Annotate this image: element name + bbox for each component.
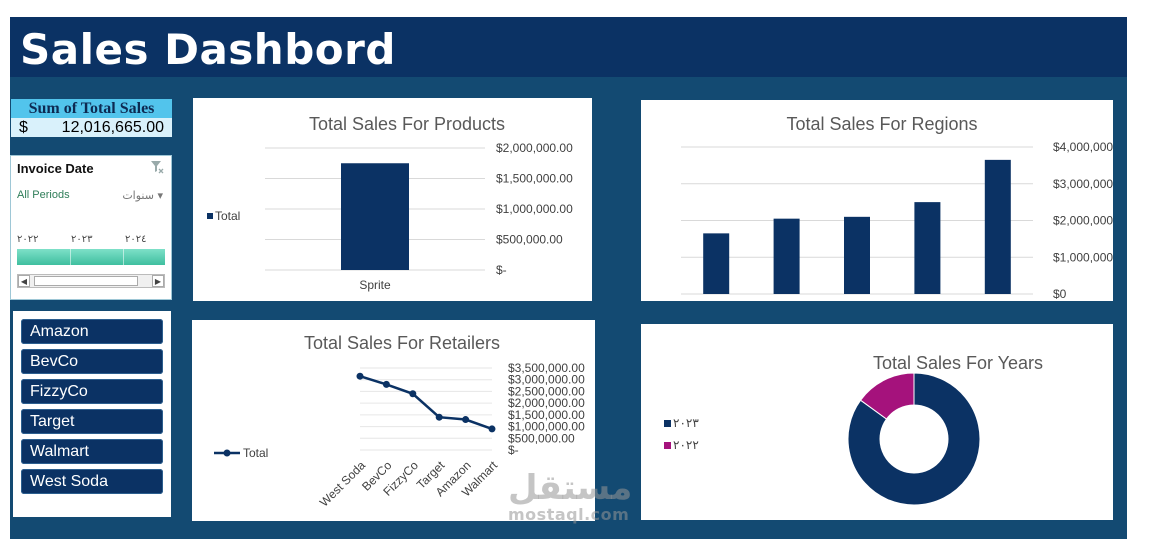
- legend-label: ٢٠٢٢: [673, 438, 699, 452]
- products-chart: Total Sales For Products $- $500,000.00 $1,…: [207, 114, 573, 292]
- data-point: [488, 425, 496, 433]
- clear-filter-icon[interactable]: [150, 160, 164, 174]
- summary-value: 12,016,665.00: [61, 119, 164, 136]
- timeline-year: ٢٠٢٢: [17, 234, 39, 245]
- y-tick-label: $4,000,000: [1053, 140, 1113, 154]
- legend-swatch: [207, 213, 213, 219]
- timeline-year: ٢٠٢٣: [71, 234, 93, 245]
- timeline-level-dropdown[interactable]: سنوات ▾: [122, 189, 163, 202]
- slicer-item-bevco[interactable]: BevCo: [21, 349, 163, 374]
- y-tick-label: $3,000,000: [1053, 177, 1113, 191]
- bar: [341, 163, 409, 270]
- data-point: [409, 390, 417, 398]
- y-tick-label: $2,000,000: [1053, 214, 1113, 228]
- data-point: [356, 372, 364, 380]
- y-tick-label: $500,000.00: [496, 233, 563, 247]
- y-tick-label: $-: [508, 443, 519, 457]
- bar: [844, 216, 870, 294]
- scrollbar-thumb[interactable]: [34, 276, 138, 286]
- series-line: [359, 375, 493, 431]
- legend-swatch: [664, 420, 671, 427]
- summary-currency: $: [19, 119, 28, 136]
- bar: [703, 233, 730, 294]
- total-sales-summary: Sum of Total Sales $ 12,016,665.00: [11, 99, 172, 137]
- bar: [984, 159, 1011, 294]
- donut-slice: [859, 372, 915, 420]
- timeline-title: Invoice Date: [17, 161, 94, 176]
- slicer-item-west-soda[interactable]: West Soda: [21, 469, 163, 494]
- y-tick-label: $3,000,000.00: [508, 373, 585, 387]
- dashboard: Sales Dashbord Sum of Total Sales $ 12,0…: [10, 17, 1127, 539]
- slicer-item-walmart[interactable]: Walmart: [21, 439, 163, 464]
- legend-marker: [223, 449, 231, 457]
- donut-slice: [847, 372, 981, 506]
- y-tick-label: $1,500,000.00: [508, 408, 585, 422]
- bar: [773, 218, 800, 294]
- invoice-date-timeline[interactable]: Invoice Date All Periods سنوات ▾ ٢٠٢٢ ٢٠…: [10, 155, 172, 300]
- data-point: [462, 416, 470, 424]
- summary-label: Sum of Total Sales: [11, 99, 172, 118]
- y-tick-label: $3,500,000.00: [508, 361, 585, 375]
- retailers-chart: Total Sales For Retailers$-$500,000.00$1…: [214, 333, 585, 509]
- y-tick-label: $2,000,000.00: [508, 396, 585, 410]
- x-tick-label: Sprite: [359, 278, 391, 292]
- y-tick-label: $2,000,000.00: [496, 141, 573, 155]
- data-point: [435, 413, 443, 421]
- regions-chart-panel[interactable]: Total Sales For Regions $0 $1,000,000 $2,00…: [641, 100, 1113, 301]
- timeline-period: All Periods: [17, 189, 70, 201]
- timeline-year: ٢٠٢٤: [125, 234, 147, 245]
- summary-value-cell[interactable]: $ 12,016,665.00: [11, 118, 172, 137]
- page-title: Sales Dashbord: [20, 25, 396, 74]
- y-tick-label: $0: [1053, 287, 1067, 301]
- years-chart: Total Sales For Years ٢٠٢٣ ٢٠٢٢: [664, 353, 1043, 506]
- bar: [914, 202, 941, 294]
- data-point: [382, 380, 390, 388]
- slicer-item-fizzyco[interactable]: FizzyCo: [21, 379, 163, 404]
- slicer-item-target[interactable]: Target: [21, 409, 163, 434]
- years-chart-panel[interactable]: Total Sales For Years ٢٠٢٣ ٢٠٢٢: [641, 324, 1113, 520]
- scroll-right-icon[interactable]: ▶: [152, 275, 164, 287]
- legend-label: Total: [215, 209, 240, 223]
- chart-title: Total Sales For Years: [873, 353, 1043, 373]
- y-tick-label: $2,500,000.00: [508, 384, 585, 398]
- chart-title: Total Sales For Regions: [786, 114, 977, 134]
- timeline-scrollbar[interactable]: ◀ ▶: [17, 274, 165, 288]
- dashboard-header: Sales Dashbord: [10, 17, 1127, 77]
- chart-title: Total Sales For Products: [309, 114, 505, 134]
- y-tick-label: $500,000.00: [508, 431, 575, 445]
- legend-label: ٢٠٢٣: [673, 416, 699, 430]
- y-tick-label: $1,000,000.00: [496, 202, 573, 216]
- retailer-slicer: Amazon BevCo FizzyCo Target Walmart West…: [13, 311, 171, 517]
- scroll-left-icon[interactable]: ◀: [18, 275, 30, 287]
- regions-chart: Total Sales For Regions $0 $1,000,000 $2,00…: [681, 114, 1113, 301]
- legend-swatch: [664, 442, 671, 449]
- retailers-chart-panel[interactable]: Total Sales For Retailers $- $500,000.00 $1…: [192, 320, 595, 521]
- y-tick-label: $1,500,000.00: [496, 172, 573, 186]
- timeline-selection-bar[interactable]: [17, 249, 165, 265]
- y-tick-label: $1,000,000.00: [508, 420, 585, 434]
- chart-title: Total Sales For Retailers: [304, 333, 500, 353]
- slicer-item-amazon[interactable]: Amazon: [21, 319, 163, 344]
- products-chart-panel[interactable]: Total Sales For Products $- $500,000.00 $1,…: [193, 98, 592, 301]
- y-tick-label: $1,000,000: [1053, 250, 1113, 264]
- y-tick-label: $-: [496, 263, 507, 277]
- legend-label: Total: [243, 446, 268, 460]
